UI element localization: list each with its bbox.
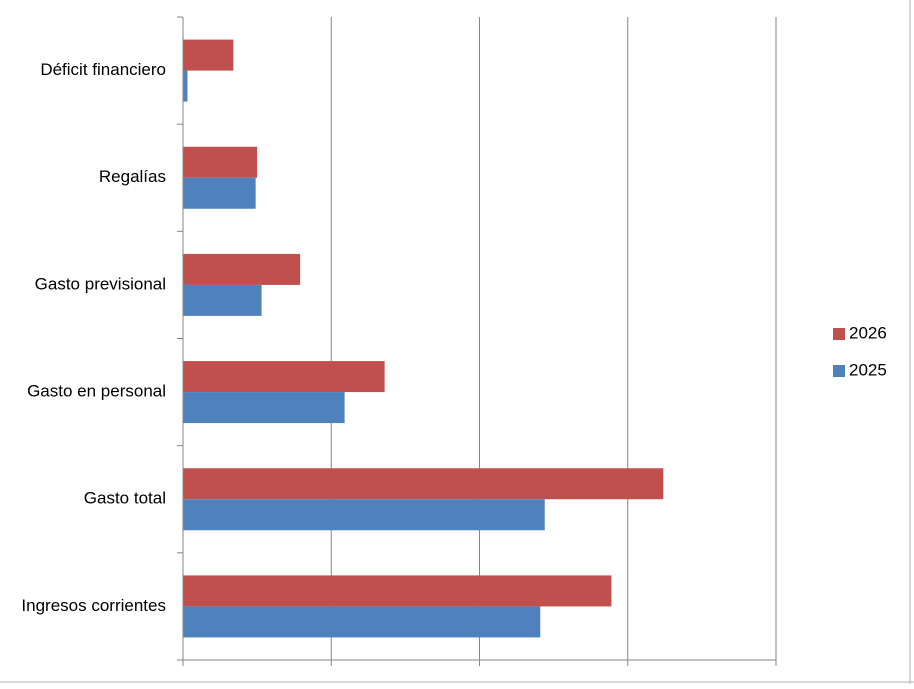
bar: [183, 253, 301, 285]
bar: [183, 39, 234, 71]
bar: [183, 468, 664, 500]
legend-swatch: [833, 328, 845, 340]
y-tick-label: Regalías: [99, 167, 166, 186]
legend-swatch: [833, 365, 845, 377]
y-tick-label: Gasto previsional: [35, 274, 166, 293]
bar: [183, 361, 385, 393]
bar: [183, 70, 188, 102]
y-tick-label: Gasto total: [84, 489, 166, 508]
bar: [183, 392, 345, 424]
bar: [183, 177, 256, 209]
bar: [183, 284, 262, 316]
y-tick-label: Ingresos corrientes: [21, 596, 166, 615]
y-tick-label: Gasto en personal: [27, 382, 166, 401]
bar: [183, 606, 541, 638]
y-tick-label: Déficit financiero: [40, 60, 166, 79]
legend-label: 2025: [849, 360, 887, 379]
bar: [183, 146, 258, 178]
bar: [183, 575, 612, 607]
bar: [183, 499, 545, 531]
legend-label: 2026: [849, 323, 887, 342]
